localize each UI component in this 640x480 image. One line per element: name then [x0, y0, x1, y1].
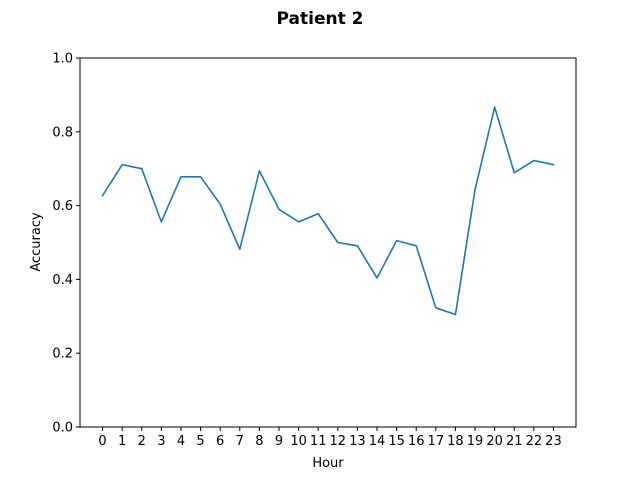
y-tick-label: 0.4 — [52, 273, 73, 288]
y-tick-label: 1.0 — [52, 52, 73, 67]
x-tick-label: 21 — [506, 434, 523, 449]
x-tick-label: 12 — [330, 434, 347, 449]
x-tick-label: 13 — [349, 434, 366, 449]
x-tick-label: 19 — [467, 434, 484, 449]
x-tick-label: 6 — [216, 434, 224, 449]
series-line — [101, 106, 555, 316]
y-tick-label: 0.8 — [52, 125, 73, 140]
x-axis: 0 1 2 3 4 5 6 7 8 9 10 11 12 13 14 15 16 17 18 19 20 21 22 23 — [98, 427, 562, 449]
y-axis-label: Accuracy — [29, 212, 44, 272]
x-tick-label: 7 — [236, 434, 244, 449]
x-tick-label: 23 — [545, 434, 562, 449]
x-tick-label: 11 — [310, 434, 327, 449]
x-tick-label: 2 — [138, 434, 146, 449]
chart-title: Patient 2 — [277, 9, 364, 29]
x-tick-label: 20 — [486, 434, 503, 449]
x-tick-label: 9 — [275, 434, 283, 449]
y-tick-label: 0.6 — [52, 199, 73, 214]
x-tick-label: 14 — [369, 434, 386, 449]
x-tick-label: 22 — [526, 434, 543, 449]
x-tick-label: 15 — [388, 434, 405, 449]
x-tick-label: 18 — [447, 434, 464, 449]
plot-area — [79, 57, 577, 428]
x-tick-label: 10 — [290, 434, 307, 449]
x-tick-label: 8 — [255, 434, 263, 449]
x-tick-label: 0 — [98, 434, 106, 449]
x-tick-label: 1 — [118, 434, 126, 449]
x-tick-label: 5 — [196, 434, 204, 449]
y-tick-label: 0.2 — [52, 347, 73, 362]
x-tick-label: 17 — [428, 434, 445, 449]
x-tick-label: 4 — [177, 434, 185, 449]
y-tick-label: 0.0 — [52, 421, 73, 436]
series-layer — [101, 106, 555, 316]
x-tick-label: 3 — [157, 434, 165, 449]
y-axis: 0.0 0.2 0.4 0.6 0.8 1.0 — [52, 52, 80, 436]
x-axis-label: Hour — [312, 456, 344, 471]
x-tick-label: 16 — [408, 434, 425, 449]
